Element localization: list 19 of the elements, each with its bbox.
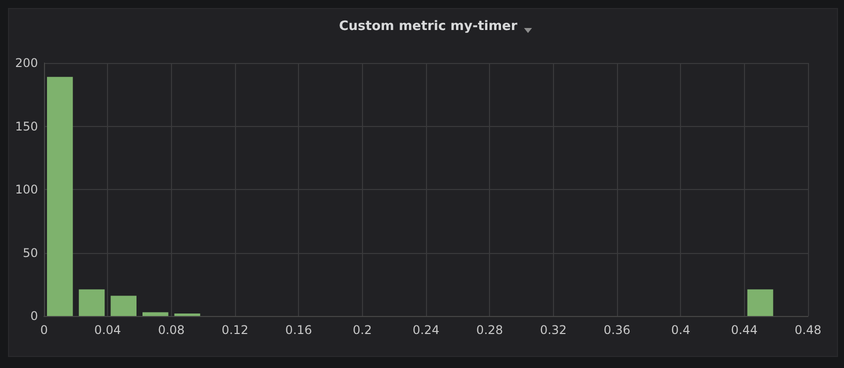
chart-title: Custom metric my-timer — [339, 19, 518, 34]
y-tick-label: 50 — [22, 246, 38, 260]
x-tick-label: 0.4 — [671, 323, 690, 337]
y-tick-label: 150 — [15, 119, 38, 134]
x-tick-label: 0.28 — [476, 323, 504, 337]
x-tick-label: 0.44 — [730, 323, 758, 337]
x-tick-label: 0.2 — [352, 323, 372, 337]
x-tick-label: 0.24 — [412, 323, 440, 337]
x-tick-label: 0.32 — [540, 323, 567, 337]
x-tick-label: 0.08 — [158, 323, 185, 337]
x-tick-label: 0.16 — [285, 323, 312, 337]
x-tick-label: 0.48 — [794, 323, 822, 337]
x-tick-label: 0.36 — [604, 323, 630, 337]
x-tick-label: 0 — [40, 323, 48, 337]
x-tick-label: 0.04 — [94, 323, 122, 337]
y-tick-label: 100 — [15, 182, 38, 196]
x-tick-label: 0.12 — [222, 323, 248, 337]
y-tick-label: 0 — [30, 309, 38, 323]
y-tick-label: 200 — [15, 56, 38, 70]
